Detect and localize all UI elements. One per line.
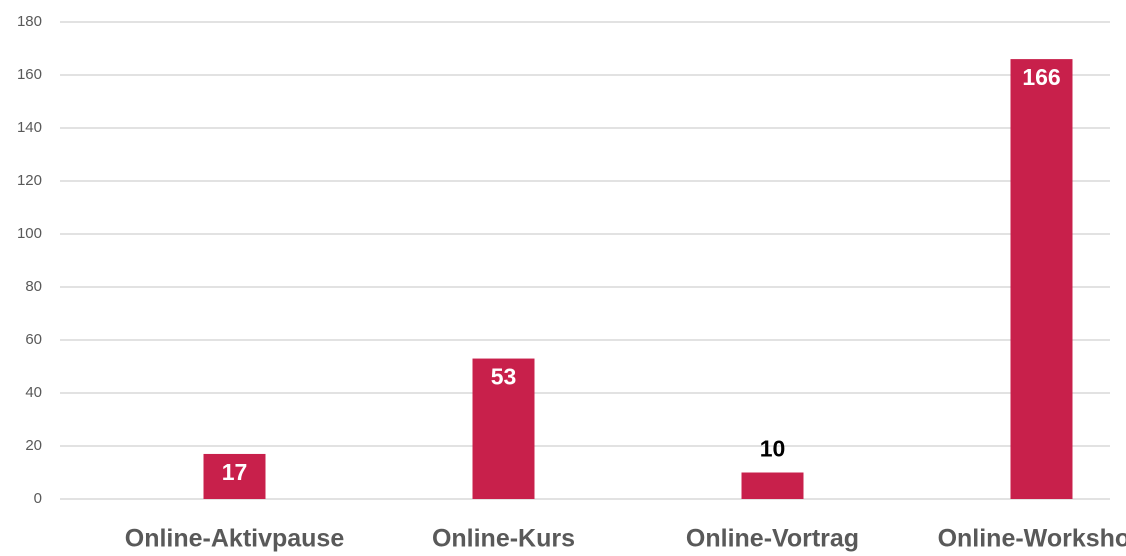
x-tick-label: Online-Kurs	[432, 525, 575, 553]
y-tick-label: 160	[17, 66, 42, 83]
y-tick-label: 40	[25, 384, 42, 401]
y-tick-label: 20	[25, 437, 42, 454]
bar	[203, 453, 266, 499]
y-tick-label: 180	[17, 13, 42, 30]
y-tick-label: 60	[25, 331, 42, 348]
data-label: 17	[222, 459, 248, 485]
bar	[741, 472, 804, 499]
y-tick-label: 0	[34, 490, 42, 507]
bar	[1010, 59, 1073, 499]
y-tick-label: 140	[17, 119, 42, 136]
y-tick-label: 120	[17, 172, 42, 189]
data-label: 53	[491, 364, 517, 390]
x-tick-label: Online-Aktivpause	[125, 525, 345, 553]
y-tick-label: 80	[25, 278, 42, 295]
data-label: 166	[1022, 64, 1060, 90]
data-label: 10	[760, 436, 786, 462]
x-tick-label: Online-Vortrag	[686, 525, 859, 553]
y-tick-label: 100	[17, 225, 42, 242]
bar	[472, 358, 535, 499]
x-tick-label: Online-Workshop	[938, 525, 1126, 553]
